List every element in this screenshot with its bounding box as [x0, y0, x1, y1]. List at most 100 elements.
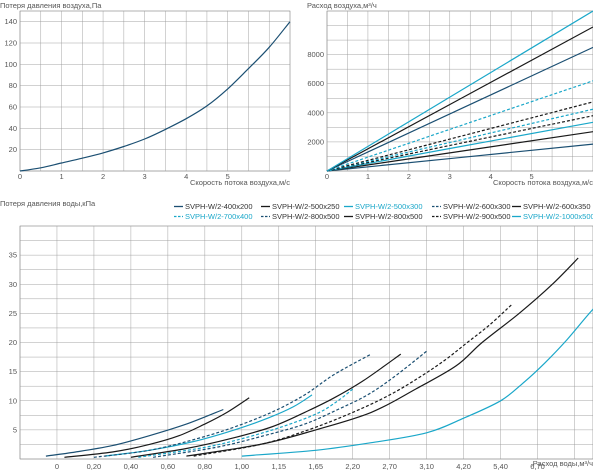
legend-item: SVPH-W/2-600x300: [432, 202, 511, 211]
y-tick-label: 120: [4, 39, 17, 48]
series-line-6: [326, 80, 593, 172]
chart-air-pressure-curves: [19, 21, 291, 172]
legend-label: SVPH-W/2-600x300: [443, 202, 511, 211]
y-tick-label: 10: [9, 396, 17, 405]
legend-label: SVPH-W/2-800x500: [355, 212, 423, 221]
y-tick-label: 35: [9, 251, 17, 260]
x-tick-label: 3: [143, 172, 147, 181]
legend-item: SVPH-W/2-1000x500: [512, 212, 593, 221]
x-tick-label: 3,10: [419, 462, 434, 471]
x-tick-label: 0,40: [124, 462, 139, 471]
legend-label: SVPH-W/2-500x300: [355, 202, 423, 211]
series-line-5: [326, 101, 593, 172]
legend-item: SVPH-W/2-800x500: [344, 212, 423, 221]
x-tick-label: 1,00: [235, 462, 250, 471]
legend-item: SVPH-W/2-700x400: [174, 212, 253, 221]
x-tick-label: 1: [366, 172, 370, 181]
y-tick-label: 60: [9, 103, 17, 112]
y-tick-label: 140: [4, 17, 17, 26]
chart-air-pressure: Потеря давления воздуха,Па 0 1 2 3 4 5 20 40 60 8…: [0, 1, 291, 187]
chart-air-pressure-xlabel: Скорость потока воздуха,м/с: [190, 178, 290, 187]
legend-item: SVPH-W/2-800x500: [261, 212, 340, 221]
legend-label: SVPH-W/2-900x500: [443, 212, 511, 221]
chart-air-flow-xlabel: Скорость потока воздуха,м/с: [493, 178, 593, 187]
legend-label: SVPH-W/2-700x400: [185, 212, 253, 221]
series-line-0: [45, 408, 224, 457]
y-tick-label: 30: [9, 280, 17, 289]
series-line-1: [326, 131, 593, 172]
chart-water-pressure-legend: SVPH-W/2-400x200 SVPH-W/2-500x250 SVPH-W/2…: [174, 202, 593, 221]
series-line-7: [326, 46, 593, 172]
series-line-9: [241, 308, 593, 457]
legend-item: SVPH-W/2-500x300: [344, 202, 423, 211]
legend-label: SVPH-W/2-400x200: [185, 202, 253, 211]
x-tick-label: 5: [226, 172, 230, 181]
chart-air-pressure-ticks: 0 1 2 3 4 5 20 40 60 80 100 120 140: [4, 17, 229, 181]
series-line-1: [64, 397, 250, 458]
plot-frame: [19, 10, 291, 172]
x-tick-label: 0: [18, 172, 22, 181]
series-line-4: [326, 108, 593, 172]
x-tick-label: 3: [448, 172, 452, 181]
x-tick-label: 0,20: [87, 462, 102, 471]
series-line-3: [326, 115, 593, 172]
legend-label: SVPH-W/2-500x250: [272, 202, 340, 211]
legend-item: SVPH-W/2-600x350: [512, 202, 591, 211]
legend-item: SVPH-W/2-500x250: [261, 202, 340, 211]
x-tick-label: 0,60: [161, 462, 176, 471]
legend-item: SVPH-W/2-400x200: [174, 202, 253, 211]
series-line-0: [19, 21, 291, 172]
x-tick-label: 1: [59, 172, 63, 181]
legend-label: SVPH-W/2-600x350: [523, 202, 591, 211]
x-tick-label: 1,15: [271, 462, 286, 471]
series-line-7: [186, 257, 579, 457]
y-tick-label: 4000: [307, 108, 324, 117]
chart-air-flow-title: Расход воздуха,м³/ч: [307, 1, 377, 10]
y-tick-label: 8000: [307, 50, 324, 59]
series-line-4: [130, 353, 402, 458]
y-tick-label: 25: [9, 309, 17, 318]
chart-air-flow: Расход воздуха,м³/ч 0 1 2 3 4 5 2000 4000 6000 80…: [307, 1, 593, 187]
series-line-9: [326, 10, 593, 172]
x-tick-label: 2: [407, 172, 411, 181]
y-tick-label: 15: [9, 367, 17, 376]
x-tick-label: 0: [55, 462, 59, 471]
x-tick-label: 4: [489, 172, 493, 181]
x-tick-label: 0,80: [198, 462, 213, 471]
x-tick-label: 2,70: [382, 462, 397, 471]
y-tick-label: 6000: [307, 79, 324, 88]
series-line-2: [326, 121, 593, 172]
chart-water-pressure-curves: [45, 257, 593, 458]
x-tick-label: 5: [530, 172, 534, 181]
chart-air-pressure-grid: [19, 10, 291, 172]
x-tick-label: 1,65: [308, 462, 323, 471]
y-tick-label: 80: [9, 81, 17, 90]
chart-air-flow-grid: [326, 10, 593, 172]
y-tick-label: 20: [9, 145, 17, 154]
legend-label: SVPH-W/2-1000x500: [523, 212, 593, 221]
series-line-3: [93, 353, 372, 458]
chart-water-pressure: Потеря давления воды,кПа SVPH-W/2-400x20…: [0, 199, 593, 471]
series-line-8: [326, 26, 593, 172]
x-tick-label: 0: [325, 172, 329, 181]
y-tick-label: 20: [9, 338, 17, 347]
x-tick-label: 4: [184, 172, 188, 181]
series-line-0: [326, 143, 593, 172]
y-tick-label: 5: [13, 425, 17, 434]
x-tick-label: 5,40: [493, 462, 508, 471]
series-line-8: [193, 304, 513, 457]
legend-item: SVPH-W/2-900x500: [432, 212, 511, 221]
chart-air-pressure-title: Потеря давления воздуха,Па: [0, 1, 102, 10]
y-tick-label: 40: [9, 124, 17, 133]
chart-water-pressure-xlabel: Расход воды,м³/ч: [533, 459, 593, 468]
y-tick-label: 2000: [307, 137, 324, 146]
x-tick-label: 6,70: [530, 462, 545, 471]
x-tick-label: 2,20: [345, 462, 360, 471]
chart-air-flow-ticks: 0 1 2 3 4 5 2000 4000 6000 8000: [307, 50, 533, 181]
x-tick-label: 2: [101, 172, 105, 181]
chart-water-pressure-grid: [19, 225, 593, 460]
legend-label: SVPH-W/2-800x500: [272, 212, 340, 221]
series-line-5: [138, 388, 354, 458]
x-tick-label: 4,20: [456, 462, 471, 471]
